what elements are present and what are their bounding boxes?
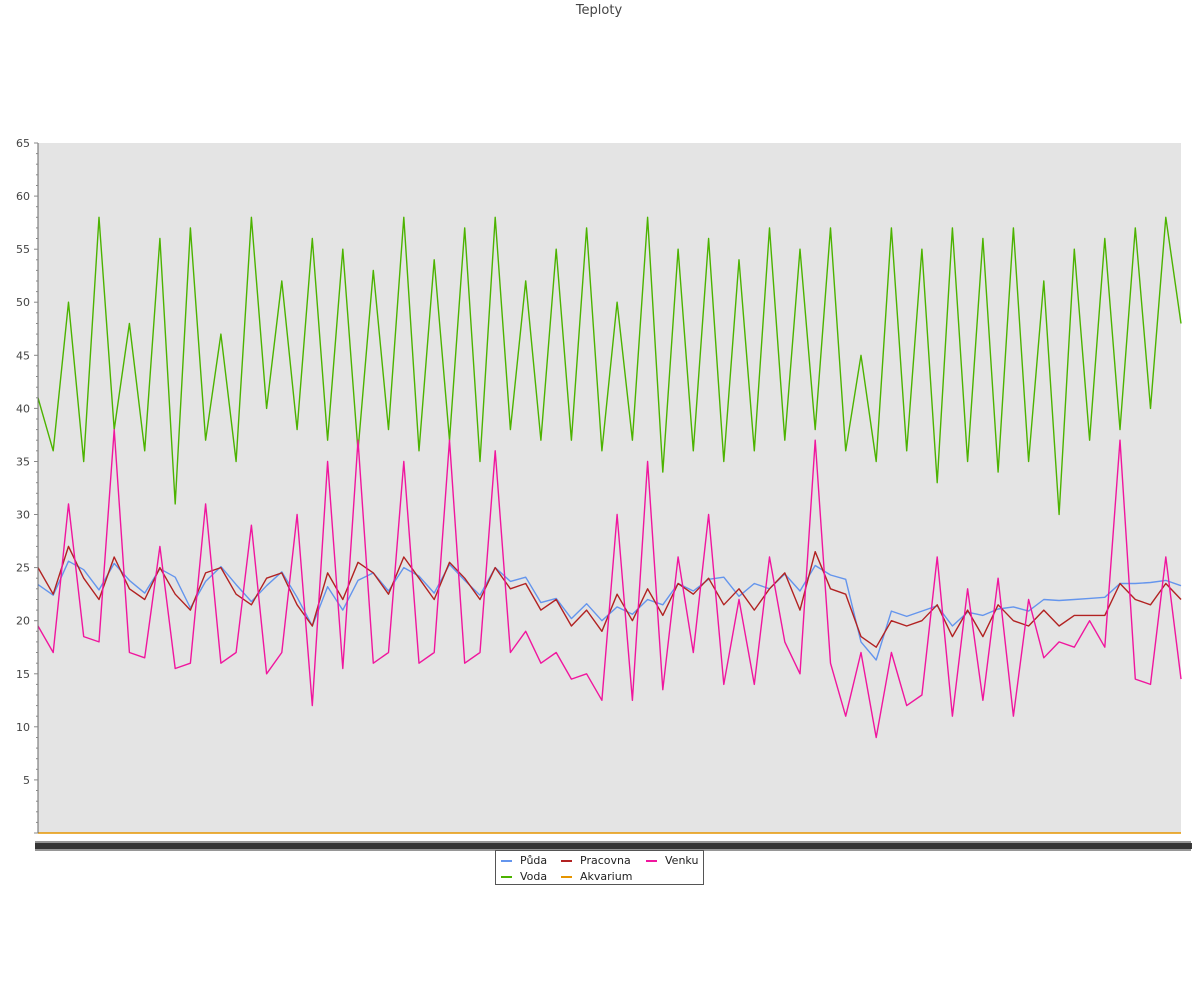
legend-swatch [561,876,572,878]
y-ticks: 5 10 15 20 25 30 35 40 45 50 55 60 65 [16,137,30,787]
y-tick-label: 30 [16,509,30,522]
y-tick-label: 35 [16,456,30,469]
y-tick-label: 10 [16,721,30,734]
y-tick-label: 60 [16,190,30,203]
y-tick-label: 45 [16,349,30,362]
legend-swatch [561,860,572,862]
y-minor-ticks [34,142,38,834]
legend-label: Akvarium [580,870,633,883]
y-tick-label: 20 [16,615,30,628]
legend-label: Venku [665,854,699,867]
y-tick-label: 25 [16,562,30,575]
legend-label: Pracovna [580,854,631,867]
y-tick-label: 65 [16,137,30,150]
legend: Půda Pracovna Venku Voda Akvarium [495,850,704,885]
y-tick-label: 5 [23,774,30,787]
legend-swatch [646,860,657,862]
y-tick-label: 15 [16,668,30,681]
y-tick-label: 55 [16,243,30,256]
y-tick-label: 50 [16,296,30,309]
legend-label: Půda [520,854,548,867]
x-ticks [35,841,1191,851]
y-tick-label: 40 [16,402,30,415]
chart-title: Teploty [575,3,623,18]
legend-swatch [501,860,512,862]
legend-label: Voda [520,870,548,883]
legend-swatch [501,876,512,878]
plot-area [38,143,1181,833]
series-layer [37,216,1182,834]
series-line-4 [37,428,1182,739]
series-line-1 [37,216,1182,516]
